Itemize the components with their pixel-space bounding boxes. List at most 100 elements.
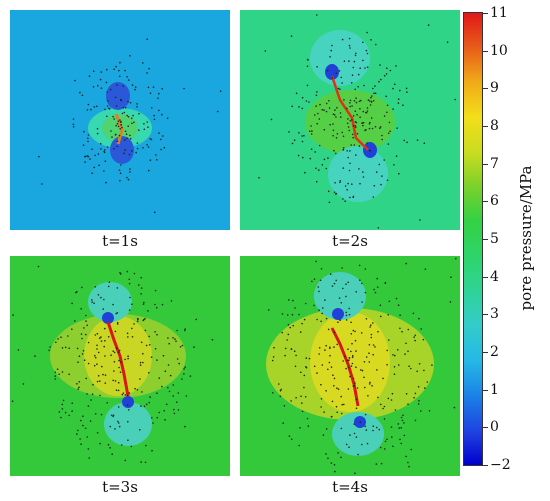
particle-dot bbox=[129, 55, 131, 57]
particle-dot bbox=[372, 196, 375, 198]
caption-t3: t=3s bbox=[102, 478, 138, 496]
particle-dot bbox=[94, 413, 97, 415]
particle-dot bbox=[153, 114, 155, 117]
particle-dot bbox=[139, 378, 141, 380]
particle-dot bbox=[120, 121, 122, 123]
particle-dot bbox=[155, 154, 157, 156]
particle-dot bbox=[426, 381, 429, 383]
particle-dot bbox=[351, 119, 353, 121]
caption-t2: t=2s bbox=[332, 232, 368, 250]
particle-dot bbox=[278, 383, 280, 385]
particle-dot bbox=[113, 361, 116, 363]
particle-dot bbox=[148, 67, 150, 70]
particle-dot bbox=[386, 179, 389, 182]
particle-dot bbox=[348, 60, 350, 62]
particle-dot bbox=[279, 389, 282, 392]
colorbar-tick-mark bbox=[482, 50, 488, 52]
particle-dot bbox=[124, 69, 126, 72]
particle-dot bbox=[289, 326, 291, 329]
particle-dot bbox=[359, 116, 361, 118]
particle-dot bbox=[64, 346, 67, 349]
particle-dot bbox=[352, 125, 355, 127]
particle-dot bbox=[416, 139, 419, 141]
particle-dot bbox=[380, 462, 383, 465]
particle-dot bbox=[94, 334, 97, 336]
particle-dot bbox=[370, 324, 372, 326]
colorbar-tick-mark bbox=[482, 276, 488, 278]
particle-dot bbox=[160, 138, 162, 141]
particle-dot bbox=[119, 371, 122, 373]
particle-dot bbox=[114, 134, 117, 136]
particle-dot bbox=[96, 332, 99, 335]
particle-dot bbox=[103, 298, 105, 301]
colorbar-tick-mark bbox=[482, 352, 488, 353]
particle-dot bbox=[399, 89, 401, 92]
particle-dot bbox=[320, 320, 322, 323]
particle-dot bbox=[323, 128, 326, 131]
particle-dot bbox=[118, 349, 121, 352]
particle-dot bbox=[348, 129, 351, 132]
particle-dot bbox=[392, 108, 394, 110]
particle-dot bbox=[158, 377, 161, 379]
particle-dot bbox=[11, 400, 14, 402]
particle-dot bbox=[374, 85, 376, 87]
particle-dot bbox=[364, 291, 367, 294]
particle-dot bbox=[114, 96, 117, 99]
particle-dot bbox=[91, 299, 93, 301]
particle-dot bbox=[339, 88, 341, 90]
particle-dot bbox=[129, 101, 132, 104]
particle-dot bbox=[402, 414, 404, 417]
particle-dot bbox=[336, 133, 339, 135]
particle-dot bbox=[320, 267, 323, 270]
particle-dot bbox=[423, 369, 425, 372]
particle-dot bbox=[342, 135, 345, 138]
particle-dot bbox=[313, 365, 316, 368]
particle-dot bbox=[320, 406, 322, 408]
particle-dot bbox=[156, 392, 158, 394]
particle-dot bbox=[143, 301, 145, 304]
particle-dot bbox=[382, 377, 384, 380]
particle-dot bbox=[294, 307, 296, 309]
particle-dot bbox=[310, 125, 312, 127]
particle-dot bbox=[358, 168, 360, 170]
pressure-field-t2 bbox=[240, 10, 460, 230]
particle-dot bbox=[125, 133, 128, 135]
particle-dot bbox=[357, 453, 359, 456]
particle-dot bbox=[301, 107, 304, 110]
particle-dot bbox=[455, 257, 457, 260]
particle-dot bbox=[22, 383, 25, 385]
particle-dot bbox=[407, 328, 410, 331]
particle-dot bbox=[128, 153, 131, 156]
particle-dot bbox=[99, 142, 102, 145]
particle-dot bbox=[112, 350, 114, 352]
particle-dot bbox=[333, 331, 336, 334]
particle-dot bbox=[366, 142, 368, 144]
particle-dot bbox=[93, 302, 95, 304]
particle-dot bbox=[88, 75, 91, 77]
particle-dot bbox=[34, 355, 36, 357]
particle-dot bbox=[97, 294, 100, 296]
particle-dot bbox=[304, 396, 307, 398]
particle-dot bbox=[343, 403, 345, 406]
particle-dot bbox=[345, 314, 348, 317]
particle-dot bbox=[113, 68, 115, 70]
particle-dot bbox=[354, 54, 357, 57]
particle-dot bbox=[131, 303, 133, 305]
particle-dot bbox=[91, 301, 93, 303]
particle-dot bbox=[342, 360, 344, 362]
particle-dot bbox=[348, 37, 351, 40]
particle-dot bbox=[80, 443, 82, 445]
particle-dot bbox=[350, 333, 353, 335]
particle-dot bbox=[370, 117, 373, 119]
particle-dot bbox=[309, 157, 312, 160]
particle-dot bbox=[356, 132, 359, 135]
particle-dot bbox=[342, 147, 345, 149]
particle-dot bbox=[383, 159, 385, 161]
particle-dot bbox=[81, 353, 84, 355]
particle-dot bbox=[38, 155, 40, 158]
particle-dot bbox=[138, 129, 140, 131]
particle-dot bbox=[341, 38, 344, 41]
particle-dot bbox=[181, 344, 184, 347]
particle-dot bbox=[288, 299, 290, 301]
particle-dot bbox=[408, 365, 410, 367]
